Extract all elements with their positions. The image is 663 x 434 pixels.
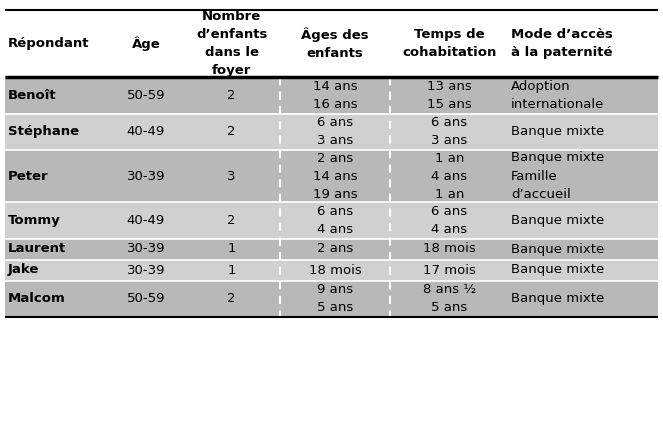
Bar: [5, 260, 658, 280]
Text: 6 ans
3 ans: 6 ans 3 ans: [317, 116, 353, 147]
Text: 50-59: 50-59: [127, 89, 165, 102]
Text: 14 ans
16 ans: 14 ans 16 ans: [313, 80, 357, 111]
Text: 9 ans
5 ans: 9 ans 5 ans: [317, 283, 353, 314]
Text: Banque mixte
Famille
d’accueil: Banque mixte Famille d’accueil: [511, 151, 605, 201]
Text: Âge: Âge: [131, 36, 160, 51]
Text: Adoption
internationale: Adoption internationale: [511, 80, 605, 111]
Bar: [5, 77, 658, 114]
Text: 1 an
4 ans
1 an: 1 an 4 ans 1 an: [431, 151, 467, 201]
Text: 2: 2: [227, 125, 236, 138]
Text: 2 ans: 2 ans: [317, 243, 353, 256]
Text: Âges des
enfants: Âges des enfants: [301, 27, 369, 60]
Text: 30-39: 30-39: [127, 263, 165, 276]
Text: Malcom: Malcom: [8, 292, 66, 305]
Text: 6 ans
4 ans: 6 ans 4 ans: [431, 205, 467, 236]
Text: 8 ans ½
5 ans: 8 ans ½ 5 ans: [422, 283, 476, 314]
Bar: [5, 280, 658, 317]
Text: Laurent: Laurent: [8, 243, 66, 256]
Text: Mode d’accès
à la paternité: Mode d’accès à la paternité: [511, 28, 613, 59]
Text: Banque mixte: Banque mixte: [511, 214, 605, 227]
Bar: [5, 202, 658, 239]
Text: Banque mixte: Banque mixte: [511, 292, 605, 305]
Text: 40-49: 40-49: [127, 125, 165, 138]
Text: 3: 3: [227, 170, 236, 183]
Text: 6 ans
4 ans: 6 ans 4 ans: [317, 205, 353, 236]
Text: 1: 1: [227, 243, 236, 256]
Text: 30-39: 30-39: [127, 243, 165, 256]
Text: 13 ans
15 ans: 13 ans 15 ans: [427, 80, 471, 111]
Text: Répondant: Répondant: [8, 37, 90, 50]
Bar: [5, 150, 658, 202]
Text: 6 ans
3 ans: 6 ans 3 ans: [431, 116, 467, 147]
Text: Banque mixte: Banque mixte: [511, 243, 605, 256]
Text: 50-59: 50-59: [127, 292, 165, 305]
Text: Nombre
d’enfants
dans le
foyer: Nombre d’enfants dans le foyer: [196, 10, 267, 77]
Text: Jake: Jake: [8, 263, 39, 276]
Text: Temps de
cohabitation: Temps de cohabitation: [402, 28, 497, 59]
Text: 2: 2: [227, 89, 236, 102]
Text: 18 mois: 18 mois: [423, 243, 475, 256]
Bar: [5, 239, 658, 260]
Text: 17 mois: 17 mois: [423, 263, 475, 276]
Text: 1: 1: [227, 263, 236, 276]
Text: 40-49: 40-49: [127, 214, 165, 227]
Bar: [5, 10, 658, 77]
Text: 18 mois: 18 mois: [309, 263, 361, 276]
Text: Banque mixte: Banque mixte: [511, 263, 605, 276]
Text: Tommy: Tommy: [8, 214, 61, 227]
Text: Banque mixte: Banque mixte: [511, 125, 605, 138]
Text: Benoît: Benoît: [8, 89, 56, 102]
Text: Stéphane: Stéphane: [8, 125, 79, 138]
Text: Peter: Peter: [8, 170, 48, 183]
Text: 2: 2: [227, 214, 236, 227]
Text: 30-39: 30-39: [127, 170, 165, 183]
Text: 2: 2: [227, 292, 236, 305]
Text: 2 ans
14 ans
19 ans: 2 ans 14 ans 19 ans: [313, 151, 357, 201]
Bar: [5, 114, 658, 150]
